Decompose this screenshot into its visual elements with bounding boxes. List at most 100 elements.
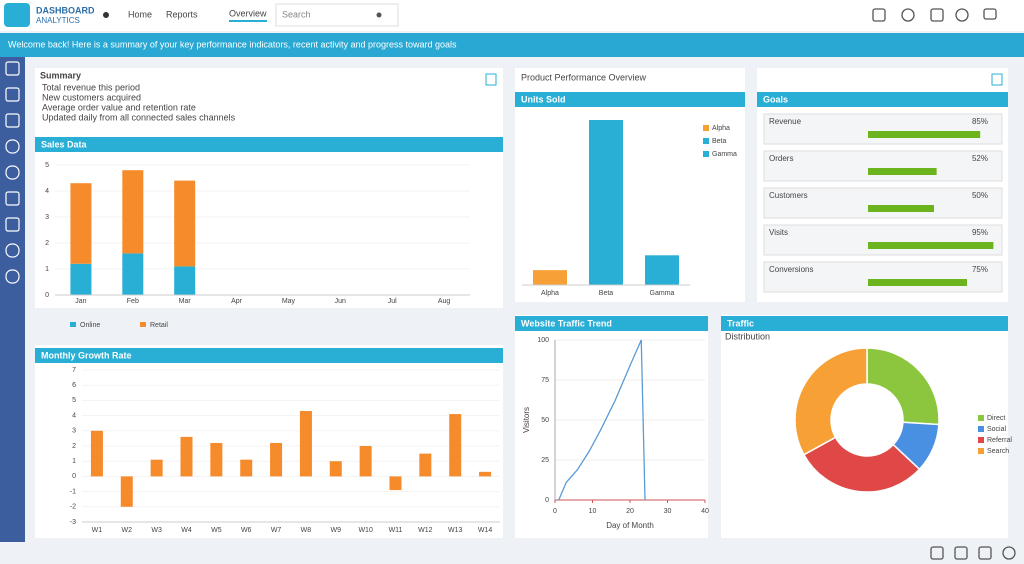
row (763, 224, 1003, 256)
y-tick-label: -1 (70, 488, 76, 495)
y-tick-label: 3 (45, 214, 49, 221)
legend-label: Referral (987, 437, 1012, 444)
legend-swatch (703, 125, 709, 131)
banner (0, 33, 1024, 57)
panel-title: Goals (763, 94, 788, 104)
y-tick-label: -3 (70, 519, 76, 526)
icon[interactable] (901, 8, 915, 22)
x-tick-label: W14 (478, 527, 493, 534)
y-tick-label: 7 (72, 367, 76, 374)
summary-line: Updated daily from all connected sales c… (42, 112, 236, 122)
icon[interactable] (983, 8, 997, 20)
bar-segment (70, 263, 92, 295)
x-tick-label: W10 (358, 527, 373, 534)
y-tick-label: 4 (45, 188, 49, 195)
panel-header (515, 316, 708, 331)
tab[interactable]: Overview (229, 8, 267, 18)
row-value: 95% (972, 228, 988, 237)
icon[interactable] (930, 546, 944, 560)
sidebar-icon[interactable] (5, 61, 20, 76)
y-tick-label: 2 (45, 240, 49, 247)
icon[interactable] (930, 8, 944, 22)
panel (35, 68, 503, 308)
x-tick-label: Jan (75, 298, 86, 305)
panel-header (35, 348, 503, 363)
y-tick-label: 2 (72, 443, 76, 450)
icon[interactable] (978, 546, 992, 560)
x-tick-label: 40 (701, 508, 709, 515)
progress-bar (868, 242, 994, 249)
bar (359, 446, 372, 477)
panel-icon[interactable] (485, 73, 497, 86)
line (558, 339, 646, 501)
legend-label: Online (80, 322, 100, 329)
logo-sub: ANALYTICS (36, 16, 80, 25)
x-tick-label: Gamma (650, 290, 675, 297)
sidebar-icon[interactable] (5, 113, 20, 128)
sidebar-icon[interactable] (5, 165, 20, 180)
x-tick-label: Beta (599, 290, 614, 297)
legend-label: Alpha (712, 125, 730, 132)
legend-swatch (978, 415, 984, 421)
tab-underline (229, 20, 267, 22)
panel-title: Monthly Growth Rate (41, 350, 132, 360)
sidebar-icon[interactable] (5, 269, 20, 284)
icon[interactable] (955, 8, 969, 22)
bar (389, 476, 402, 491)
legend-swatch (703, 151, 709, 157)
legend-swatch (70, 322, 76, 327)
icon[interactable] (954, 546, 968, 560)
y-tick-label: 3 (72, 428, 76, 435)
legend-label: Direct (987, 415, 1005, 422)
sidebar-icon[interactable] (5, 217, 20, 232)
bar-segment (122, 253, 144, 295)
nav-item[interactable]: Home (128, 9, 152, 19)
nav-item[interactable]: Reports (166, 9, 198, 19)
x-tick-label: Jun (335, 298, 346, 305)
bar (270, 442, 283, 477)
x-tick-label: Alpha (541, 290, 559, 297)
bar (240, 459, 253, 477)
legend-label: Social (987, 426, 1007, 433)
legend-label: Beta (712, 138, 727, 145)
panel-title: Units Sold (521, 94, 566, 104)
search-box[interactable] (275, 3, 399, 27)
sidebar-icon[interactable] (5, 243, 20, 258)
row-label: Customers (769, 191, 808, 200)
bar (533, 270, 567, 285)
search-placeholder: Search (282, 9, 311, 19)
logo: DASHBOARD (36, 5, 95, 15)
row-value: 50% (972, 191, 988, 200)
y-tick-label: 75 (541, 377, 549, 384)
sidebar-icon[interactable] (5, 191, 20, 206)
panel-header (515, 92, 745, 107)
y-tick-label: 5 (72, 397, 76, 404)
row-value: 75% (972, 265, 988, 274)
panel-header (757, 92, 1008, 107)
row-label: Conversions (769, 265, 813, 274)
row-value: 85% (972, 117, 988, 126)
legend-swatch (140, 322, 146, 327)
bar (419, 453, 432, 477)
x-tick-label: W13 (448, 527, 463, 534)
row (763, 187, 1003, 219)
bar (150, 459, 163, 477)
bar-segment (70, 183, 92, 264)
sidebar-icon[interactable] (5, 139, 20, 154)
icon[interactable] (1002, 546, 1016, 560)
panel-icon[interactable] (991, 73, 1003, 86)
bar (479, 471, 492, 477)
search-icon[interactable] (376, 12, 382, 18)
y-tick-label: 5 (45, 162, 49, 169)
sidebar-icon[interactable] (5, 87, 20, 102)
donut-slice (794, 347, 868, 456)
panel-heading: Product Performance Overview (521, 72, 647, 82)
icon[interactable] (872, 8, 886, 22)
donut-slice (866, 347, 940, 426)
x-tick-label: Aug (438, 298, 451, 305)
y-tick-label: 25 (541, 457, 549, 464)
summary-line: Average order value and retention rate (42, 102, 196, 112)
x-tick-label: 10 (589, 508, 597, 515)
y-tick-label: 50 (541, 417, 549, 424)
